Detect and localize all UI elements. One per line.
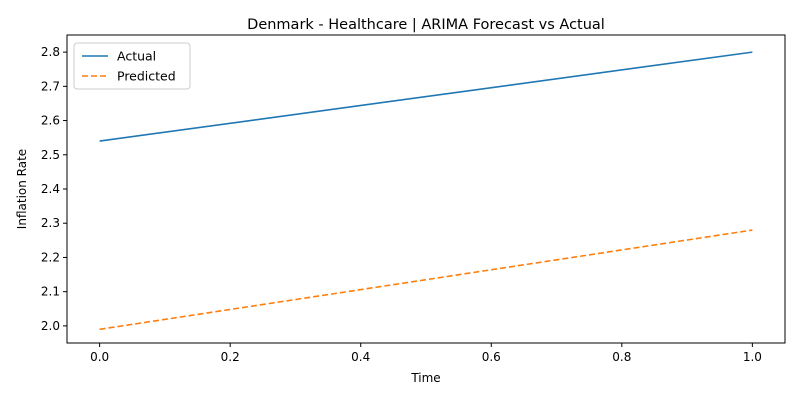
y-tick-label: 2.7: [41, 79, 60, 93]
y-tick-label: 2.8: [41, 45, 60, 59]
y-axis-label: Inflation Rate: [15, 149, 29, 229]
y-tick-label: 2.5: [41, 148, 60, 162]
y-tick-label: 2.3: [41, 216, 60, 230]
chart-title: Denmark - Healthcare | ARIMA Forecast vs…: [247, 17, 605, 33]
y-tick-label: 2.6: [41, 114, 60, 128]
x-tick-label: 0.8: [612, 350, 631, 364]
x-tick-label: 1.0: [743, 350, 762, 364]
legend-label-predicted: Predicted: [117, 69, 176, 84]
y-axis: 2.0 2.1 2.2 2.3 2.4 2.5 2.6 2.7 2.8: [41, 45, 67, 333]
y-tick-label: 2.0: [41, 319, 60, 333]
y-tick-label: 2.2: [41, 250, 60, 264]
legend-box: [73, 42, 191, 90]
series-lines: [99, 51, 753, 331]
y-tick-label: 2.1: [41, 285, 60, 299]
x-axis: 0.0 0.2 0.4 0.6 0.8 1.0: [90, 343, 762, 364]
x-tick-label: 0.6: [482, 350, 501, 364]
x-tick-label: 0.2: [221, 350, 240, 364]
legend-label-actual: Actual: [117, 49, 156, 64]
legend: Actual Predicted: [73, 42, 191, 90]
x-axis-label: Time: [410, 371, 440, 385]
y-tick-label: 2.4: [41, 182, 60, 196]
x-tick-label: 0.4: [351, 350, 370, 364]
series-line-actual: [99, 51, 753, 142]
series-line-predicted: [99, 229, 753, 331]
x-tick-label: 0.0: [90, 350, 109, 364]
